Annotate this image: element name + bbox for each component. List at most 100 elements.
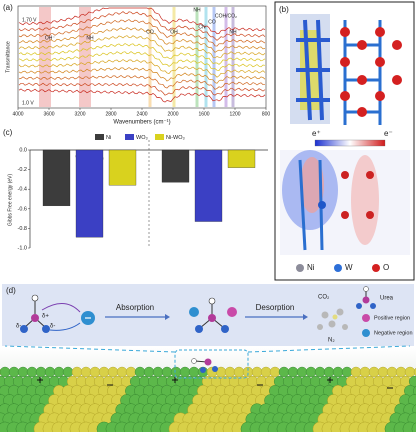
products <box>317 308 348 330</box>
lattice-atom <box>8 366 20 378</box>
y-tick-label: -0.8 <box>18 226 27 232</box>
band-highlight <box>224 7 228 107</box>
legend-swatch <box>296 264 304 272</box>
lattice-atom <box>395 366 407 378</box>
lattice-atom <box>411 422 416 432</box>
legend-label: O <box>383 263 389 272</box>
lattice-atom <box>98 366 110 378</box>
arrow-head <box>165 314 170 320</box>
lattice-atom <box>53 366 65 378</box>
lattice-atom <box>350 366 362 378</box>
x-tick-label: 1200 <box>229 111 240 117</box>
zoom-lines <box>4 345 411 353</box>
spectrum-line <box>18 74 266 90</box>
lattice-atom <box>26 366 38 378</box>
legend-swatch <box>362 314 370 322</box>
lattice-atom <box>152 366 164 378</box>
band-label: NH <box>193 7 201 13</box>
charge-density-2d <box>280 150 410 255</box>
lattice-atom <box>413 385 416 397</box>
charge-density-3d <box>290 14 402 125</box>
legend-label: Negative region <box>374 330 413 336</box>
spectrum-line <box>18 82 266 96</box>
legend-swatch <box>362 329 370 337</box>
legend-label: Ni-WO₃ <box>166 135 185 141</box>
lattice-atom <box>125 366 137 378</box>
lattice-atom <box>251 366 263 378</box>
band-label: OH⁻ <box>45 35 56 41</box>
bar <box>161 149 190 183</box>
lattice-atom <box>296 366 308 378</box>
urea-molecule <box>20 294 95 333</box>
lattice-atom <box>359 366 371 378</box>
band-highlight <box>231 7 235 107</box>
spectrum-line <box>18 88 266 103</box>
bar <box>194 149 223 222</box>
y-label: Gibbs Free energy (eV) <box>7 174 13 227</box>
lattice-atom <box>305 366 317 378</box>
lattice-atom <box>71 366 83 378</box>
band-label: CO <box>146 29 154 35</box>
x-tick-label: 4000 <box>12 111 23 117</box>
product-label: N₂ <box>328 338 335 344</box>
band-label: COH/CO₂ <box>215 13 237 19</box>
x-tick-label: 1600 <box>198 111 209 117</box>
lattice-atom <box>80 366 92 378</box>
lattice-atom <box>107 366 119 378</box>
band-label: NH <box>86 35 94 41</box>
legend-swatch <box>125 134 134 140</box>
lattice-atom <box>161 366 173 378</box>
band-highlight <box>148 7 152 107</box>
panel-label: (d) <box>6 286 16 295</box>
lattice-atom <box>89 366 101 378</box>
lattice-atom <box>188 366 200 378</box>
y-label: Transmittance <box>5 41 11 73</box>
spectrum-line <box>18 67 266 84</box>
bar <box>42 149 71 207</box>
legend-label: Ni <box>307 263 315 272</box>
lattice-atom <box>386 366 398 378</box>
lattice-atom <box>116 366 128 378</box>
panel-background <box>2 284 414 346</box>
lattice-atom <box>368 366 380 378</box>
step-label: Desorption <box>256 303 295 312</box>
lattice-atom <box>269 366 281 378</box>
lattice-atom <box>377 366 389 378</box>
legend-swatch <box>372 264 380 272</box>
legend-swatch <box>334 264 342 272</box>
panel-label: (b) <box>279 5 289 14</box>
band-highlight <box>39 7 51 107</box>
band-label: CN <box>198 24 206 30</box>
urea-legend-icon <box>356 286 376 309</box>
arrow-head <box>303 314 308 320</box>
legend-title: Urea <box>380 296 394 302</box>
zoom-box <box>174 349 249 379</box>
step-label: Absorption <box>116 303 154 312</box>
charge-label: δ- <box>16 324 21 330</box>
legend-swatch <box>95 134 104 140</box>
band-label: OH <box>170 29 178 35</box>
band-highlight <box>212 7 216 107</box>
lattice-atom <box>332 366 344 378</box>
legend-label: Ni <box>106 135 111 141</box>
bar <box>108 149 137 186</box>
y-tick-label: 0.0 <box>19 147 27 153</box>
y-tick-label: -0.4 <box>18 187 27 193</box>
lattice-atom <box>408 375 416 388</box>
band-highlight <box>204 7 208 107</box>
lattice-atom <box>260 366 272 378</box>
spectrum-line <box>18 43 266 65</box>
lattice <box>0 366 416 432</box>
plot-frame <box>17 5 267 109</box>
bar <box>75 149 104 238</box>
legend-swatch <box>155 134 164 140</box>
spectrum-line <box>18 51 266 71</box>
x-tick-label: 2400 <box>136 111 147 117</box>
legend-label: W <box>345 263 353 272</box>
spectrum-line <box>18 35 266 59</box>
legend-label: WO₃ <box>136 135 148 141</box>
y-tick-label: -1.0 <box>18 245 27 251</box>
x-tick-label: 3200 <box>74 111 85 117</box>
surface-urea <box>191 358 218 373</box>
